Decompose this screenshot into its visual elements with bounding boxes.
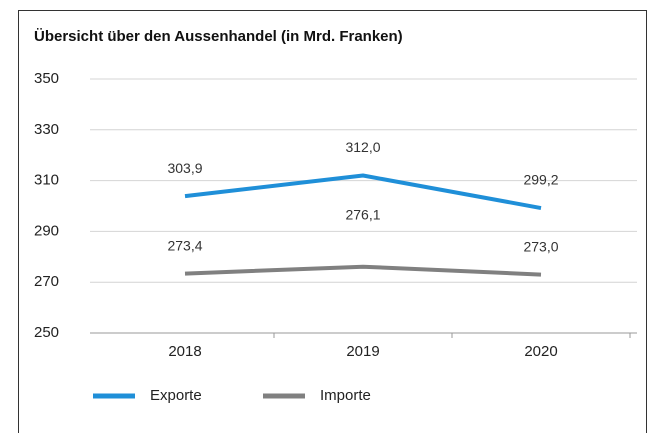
- data-label: 312,0: [345, 139, 380, 155]
- series-line: [184, 264, 542, 277]
- legend-label: Exporte: [150, 387, 202, 404]
- y-tick-label: 310: [34, 172, 59, 189]
- data-label: 276,1: [345, 206, 380, 222]
- x-tick-label: 2019: [346, 343, 379, 360]
- data-label: 273,4: [167, 237, 202, 253]
- y-tick-label: 270: [34, 273, 59, 290]
- data-label: 299,2: [523, 172, 558, 188]
- x-tick-label: 2020: [524, 343, 557, 360]
- chart-title: Übersicht über den Aussenhandel (in Mrd.…: [34, 28, 403, 45]
- y-tick-label: 290: [34, 222, 59, 239]
- data-label: 273,0: [523, 238, 558, 254]
- data-label: 303,9: [167, 160, 202, 176]
- y-tick-label: 350: [34, 70, 59, 87]
- series-line: [184, 173, 542, 210]
- x-tick-label: 2018: [168, 343, 201, 360]
- legend-label: Importe: [320, 387, 371, 404]
- y-tick-label: 250: [34, 324, 59, 341]
- y-tick-label: 330: [34, 121, 59, 138]
- chart-frame: [18, 10, 647, 438]
